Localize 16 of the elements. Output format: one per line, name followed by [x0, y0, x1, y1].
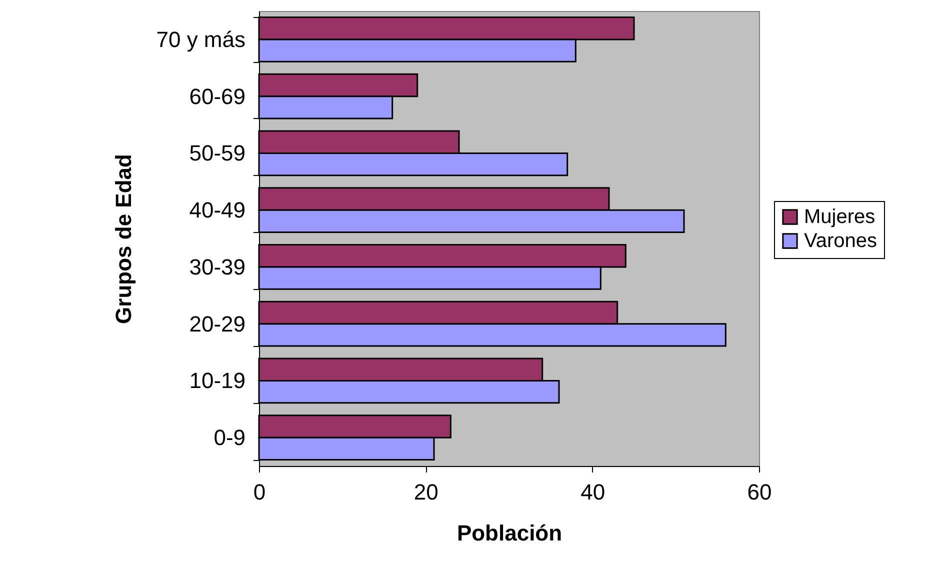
y-tick-label: 60-69 — [189, 84, 246, 109]
y-tick-label: 10-19 — [189, 368, 246, 394]
x-tick-label: 0 — [253, 480, 266, 504]
legend-label: Varones — [804, 230, 878, 252]
y-tick-label: 70 y más — [156, 26, 246, 52]
y-axis-title: Grupos de Edad — [111, 154, 136, 324]
x-tick-label: 40 — [580, 480, 606, 504]
y-tick-label: 40-49 — [189, 198, 246, 223]
x-tick-label: 60 — [747, 480, 772, 504]
legend-label: Mujeres — [804, 206, 876, 228]
y-tick-label: 30-39 — [189, 254, 246, 280]
y-tick-label: 20-29 — [189, 311, 246, 336]
y-tick-label: 50-59 — [189, 140, 246, 166]
x-tick-label: 20 — [414, 480, 438, 504]
y-tick-label: 0-9 — [214, 425, 246, 450]
x-axis-title: Población — [456, 520, 562, 546]
